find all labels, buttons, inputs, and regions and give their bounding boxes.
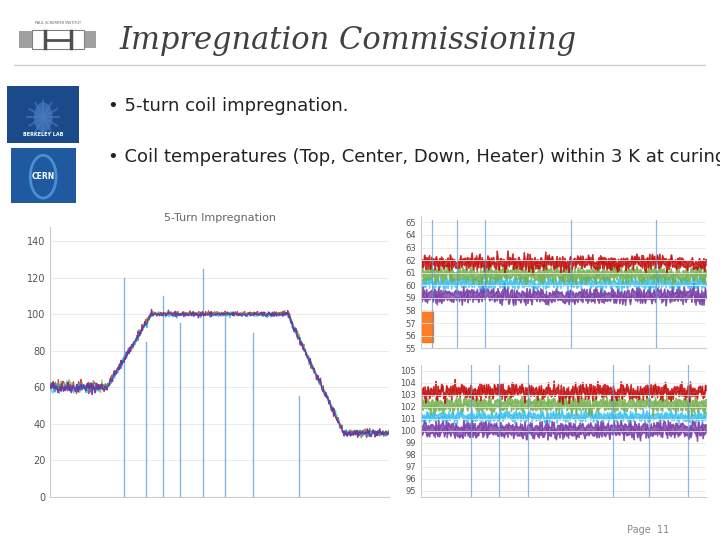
Circle shape bbox=[35, 103, 52, 132]
Bar bbox=[19, 31, 36, 48]
Bar bbox=[7, 86, 79, 144]
Text: BERKELEY LAB: BERKELEY LAB bbox=[23, 132, 63, 137]
Bar bbox=[32, 30, 84, 49]
Bar bbox=[79, 31, 96, 48]
Text: • 5-turn coil impregnation.: • 5-turn coil impregnation. bbox=[108, 98, 348, 116]
Text: Page  11: Page 11 bbox=[627, 524, 670, 535]
Title: 5-Turn Impregnation: 5-Turn Impregnation bbox=[163, 213, 276, 223]
Text: Impregnation Commissioning: Impregnation Commissioning bbox=[120, 25, 577, 56]
Text: • Coil temperatures (Top, Center, Down, Heater) within 3 K at curing plateaus.: • Coil temperatures (Top, Center, Down, … bbox=[108, 148, 720, 166]
Bar bbox=[11, 148, 76, 203]
Text: CERN: CERN bbox=[32, 172, 55, 181]
Text: PAUL SCHERRER INSTITUT: PAUL SCHERRER INSTITUT bbox=[35, 22, 81, 25]
